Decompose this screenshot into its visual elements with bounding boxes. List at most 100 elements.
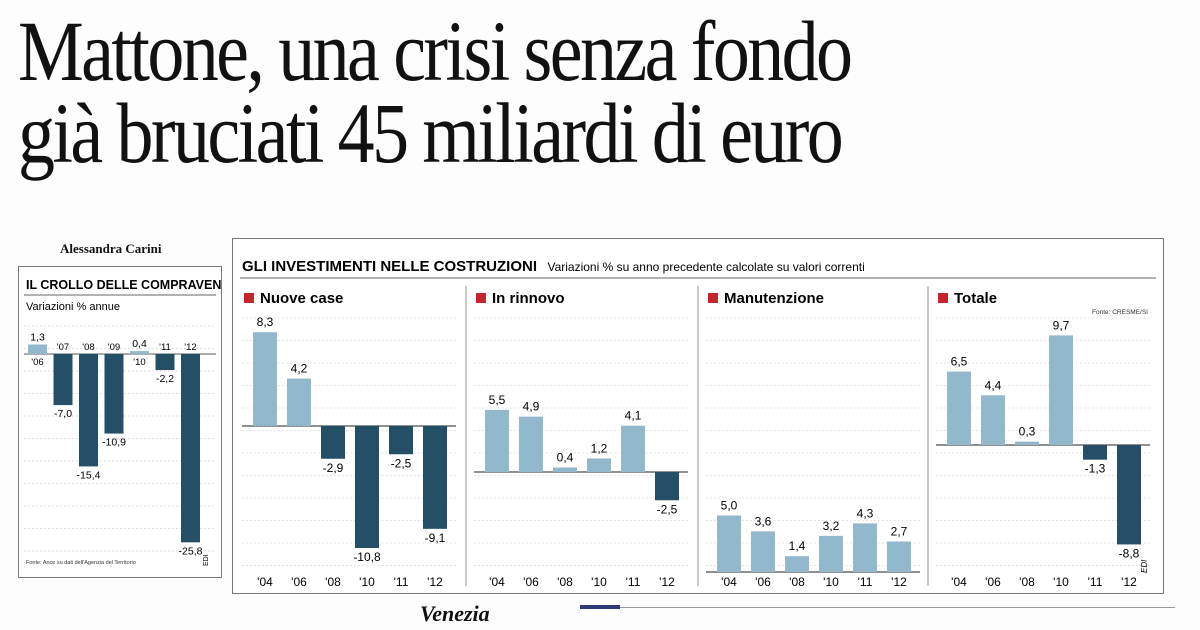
panel-bar [485, 409, 509, 472]
panel-data-label: 3,6 [755, 514, 772, 528]
panel-bar [389, 426, 413, 455]
panel-tick-label: '08 [325, 575, 341, 589]
panel-title: Totale [954, 290, 997, 307]
panel-data-label: -2,9 [323, 461, 344, 475]
left-tick-label: '08 [82, 342, 94, 353]
right-chart-signature: EDI [1140, 559, 1149, 573]
panel-data-label: 0,3 [1019, 425, 1036, 439]
left-tick-label: '11 [159, 342, 171, 353]
panel-marker-square [938, 293, 948, 303]
headline: Mattone, una crisi senza fondo già bruci… [18, 8, 1024, 176]
panel-tick-label: '10 [591, 575, 607, 589]
panel-bar [655, 472, 679, 501]
svg-text:GLI INVESTIMENTI NELLE COSTRUZ: GLI INVESTIMENTI NELLE COSTRUZIONI Varia… [242, 258, 865, 275]
panel-data-label: 0,4 [557, 450, 574, 464]
left-data-label: -25,8 [179, 545, 203, 557]
panel-tick-label: '10 [1053, 575, 1069, 589]
panel-bar [1117, 445, 1141, 545]
left-bar [79, 354, 98, 467]
panel-data-label: 3,2 [823, 519, 840, 533]
right-chart: GLI INVESTIMENTI NELLE COSTRUZIONI Varia… [232, 238, 1164, 594]
panel-data-label: -2,5 [657, 502, 678, 516]
left-bar [155, 354, 175, 371]
panel-data-label: 9,7 [1053, 318, 1070, 332]
left-bar [104, 354, 124, 434]
panel-bar [287, 378, 311, 426]
left-data-label: -2,2 [156, 373, 174, 385]
panel-tick-label: '04 [951, 575, 967, 589]
panel-data-label: 6,5 [951, 355, 968, 369]
panel-tick-label: '11 [394, 575, 409, 589]
panel-3: Manutenzione 5,0 '04 3,6 '06 1,4 '08 3,2 '10 4,3 '… [697, 286, 920, 589]
left-bar [53, 354, 73, 406]
panel-tick-label: '12 [659, 575, 675, 589]
panel-data-label: -10,8 [353, 550, 381, 564]
panel-tick-label: '11 [1088, 575, 1103, 589]
panel-bar [785, 556, 809, 572]
panel-bar [553, 467, 577, 472]
panel-title: Nuove case [260, 290, 343, 307]
left-tick-label: '12 [184, 342, 196, 353]
panel-marker-square [476, 293, 486, 303]
panel-tick-label: '06 [755, 575, 771, 589]
left-chart-source: Fonte: Ance su dati dell'Agenzia del Ter… [26, 560, 136, 566]
panel-tick-label: '10 [823, 575, 839, 589]
left-data-label: -10,9 [102, 437, 126, 449]
right-chart-title: GLI INVESTIMENTI NELLE COSTRUZIONI [242, 258, 537, 275]
panel-bar [587, 458, 611, 472]
panel-bar [1015, 441, 1039, 445]
left-data-label: 1,3 [30, 332, 45, 344]
headline-line-1: Mattone, una crisi senza fondo [18, 3, 853, 99]
left-bar [28, 344, 47, 354]
left-chart-subtitle: Variazioni % annue [26, 301, 120, 313]
panel-title: In rinnovo [492, 290, 565, 307]
panel-data-label: 4,4 [985, 378, 1002, 392]
left-tick-label: '07 [57, 342, 69, 353]
panel-bar [621, 425, 645, 472]
left-tick-label: '09 [108, 342, 120, 353]
panel-marker-square [708, 293, 718, 303]
panel-data-label: 5,5 [489, 393, 506, 407]
panel-bar [355, 426, 379, 549]
panel-tick-label: '04 [257, 575, 273, 589]
panel-tick-label: '08 [789, 575, 805, 589]
panel-tick-label: '06 [291, 575, 307, 589]
panel-data-label: 4,3 [857, 506, 874, 520]
panel-bar [1083, 445, 1107, 460]
panel-data-label: 4,1 [625, 409, 642, 423]
left-data-label: -15,4 [77, 469, 101, 481]
panel-bar [819, 535, 843, 572]
panel-data-label: 4,9 [523, 400, 540, 414]
panel-tick-label: '11 [858, 575, 873, 589]
panel-data-label: 5,0 [721, 499, 738, 513]
panel-tick-label: '12 [1121, 575, 1137, 589]
left-chart-title: IL CROLLO DELLE COMPRAVENDITE [26, 278, 222, 292]
panel-2: In rinnovo 5,5 '04 4,9 '06 0,4 '08 1,2 '10 4,1 '11… [465, 286, 688, 589]
panel-data-label: 1,2 [591, 441, 608, 455]
panel-title: Manutenzione [724, 290, 824, 307]
panel-tick-label: '10 [359, 575, 375, 589]
panel-data-label: 8,3 [257, 315, 274, 329]
left-tick-label: '06 [31, 357, 43, 368]
left-chart: IL CROLLO DELLE COMPRAVENDITE Variazioni… [18, 266, 222, 578]
panel-bar [519, 416, 543, 472]
panel-bar [751, 531, 775, 572]
headline-line-2: già bruciati 45 miliardi di euro [18, 85, 844, 181]
left-chart-signature: EDI [203, 554, 210, 566]
panel-tick-label: '08 [557, 575, 573, 589]
byline: Alessandra Carini [60, 241, 162, 256]
panel-bar [981, 395, 1005, 445]
panel-bar [887, 541, 911, 572]
panel-data-label: -9,1 [425, 531, 446, 545]
panel-tick-label: '04 [489, 575, 505, 589]
panel-data-label: -2,5 [391, 456, 412, 470]
panel-4: Totale 6,5 '04 4,4 '06 0,3 '08 9,7 '10 -1,3 '11 -8,… [927, 286, 1150, 589]
footer-rule [620, 607, 1175, 608]
left-tick-label: '10 [133, 357, 145, 368]
right-chart-source: Fonte: CRESME/SI [1092, 309, 1148, 316]
panel-data-label: -1,3 [1085, 462, 1106, 476]
left-data-label: -7,0 [54, 408, 72, 420]
footer-accent-line [580, 605, 620, 609]
left-bar [130, 351, 149, 354]
panel-data-label: 1,4 [789, 539, 806, 553]
